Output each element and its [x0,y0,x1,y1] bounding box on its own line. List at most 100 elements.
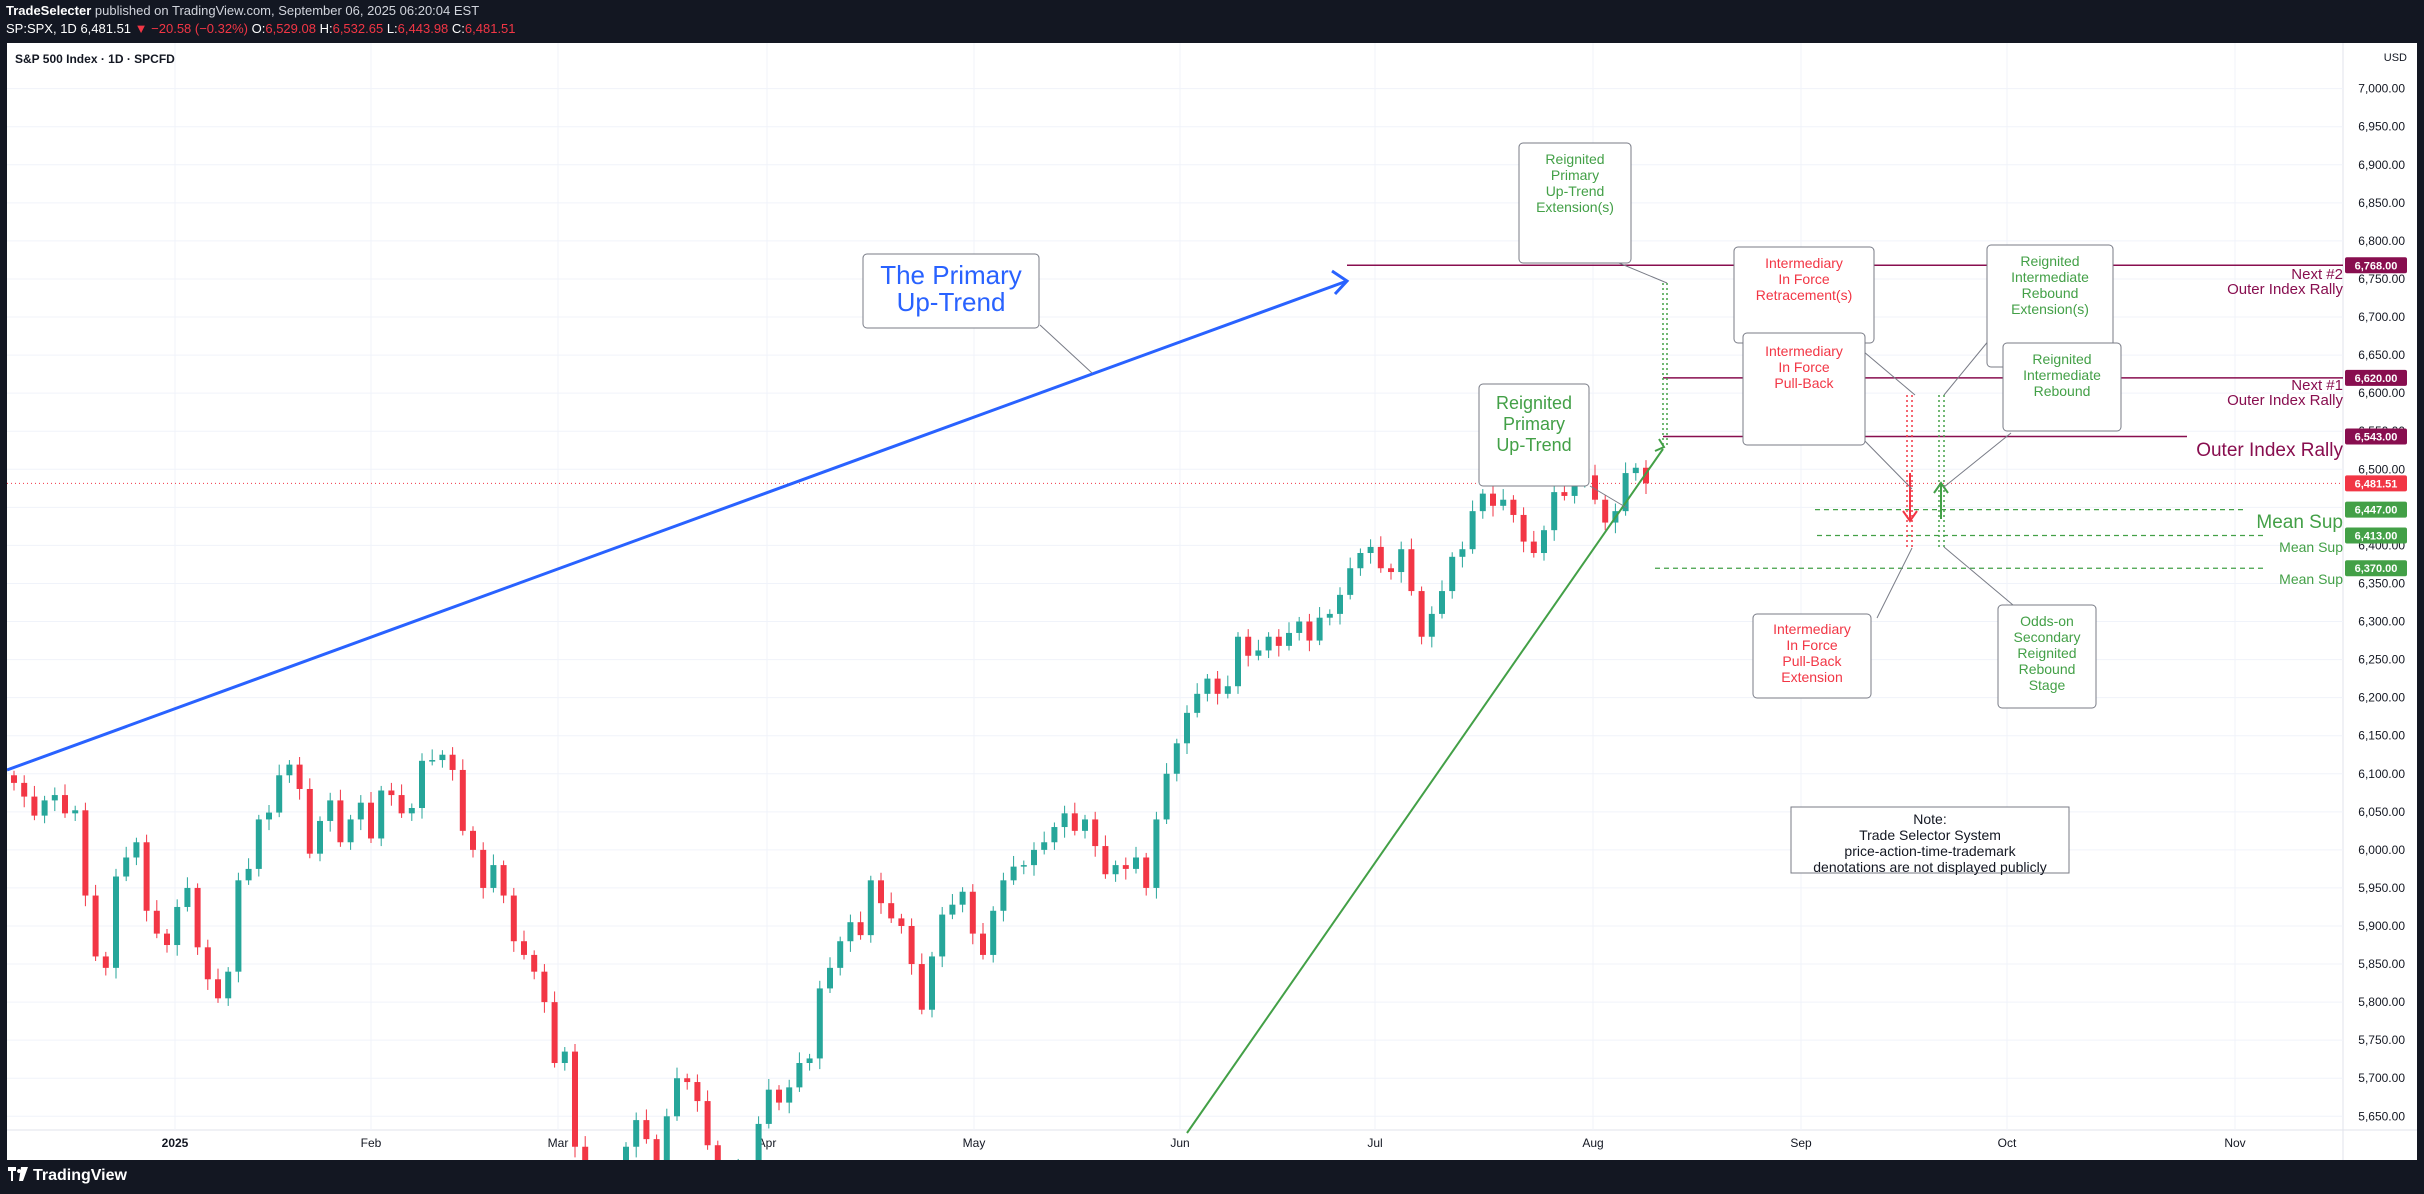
candle-body[interactable] [1367,546,1374,554]
candle-body[interactable] [898,918,905,926]
candle-body[interactable] [1296,621,1303,633]
candle-body[interactable] [327,800,334,821]
candle-body[interactable] [1102,846,1109,875]
candle-body[interactable] [582,1146,589,1160]
candle-body[interactable] [551,1002,558,1064]
candle-body[interactable] [796,1063,803,1088]
candle-body[interactable] [439,754,446,761]
candle-body[interactable] [827,967,833,989]
candle-body[interactable] [153,910,160,934]
note-box[interactable] [1790,806,2070,874]
candle-body[interactable] [561,1051,568,1064]
candle-body[interactable] [623,1146,629,1160]
candle-body[interactable] [1041,842,1048,850]
candle-body[interactable] [1490,493,1496,506]
currency-label[interactable]: USD [2383,52,2407,64]
candle-body[interactable] [194,887,201,948]
candle-body[interactable] [1112,865,1119,875]
candle-body[interactable] [969,891,976,934]
candle-body[interactable] [1602,499,1609,523]
candle-body[interactable] [633,1120,640,1147]
candle-body[interactable] [490,865,497,888]
candle-body[interactable] [286,764,293,776]
candle-body[interactable] [867,880,874,936]
candle-body[interactable] [663,1116,670,1160]
candle-body[interactable] [266,812,272,820]
candle-body[interactable] [1510,499,1517,515]
candle-body[interactable] [41,800,48,816]
candle-body[interactable] [1204,678,1211,694]
candle-body[interactable] [357,802,364,820]
candle-body[interactable] [1479,493,1486,512]
candle-body[interactable] [990,910,997,955]
candle-body[interactable] [888,903,895,919]
candle-body[interactable] [1449,556,1456,592]
candle-body[interactable] [1286,632,1292,646]
candle-body[interactable] [215,979,221,999]
extension-callout[interactable] [1518,142,1632,264]
candle-body[interactable] [419,760,425,809]
candle-body[interactable] [1245,636,1252,656]
candle-body[interactable] [541,971,548,1003]
candle-body[interactable] [21,782,28,797]
candle-body[interactable] [1061,813,1068,828]
candle-body[interactable] [1632,467,1639,474]
candle-body[interactable] [959,891,966,905]
candle-body[interactable] [1306,621,1313,641]
publisher-name[interactable]: TradeSelecter [6,3,92,18]
candle-body[interactable] [1347,568,1354,595]
candle-body[interactable] [1265,636,1272,651]
candle-body[interactable] [225,971,232,999]
candle-body[interactable] [531,954,538,972]
candle-body[interactable] [255,819,262,869]
candle-body[interactable] [102,956,109,968]
candle-body[interactable] [674,1078,680,1117]
candle-body[interactable] [1214,678,1221,694]
candle-body[interactable] [1459,549,1466,557]
candle-body[interactable] [429,760,436,762]
candle-body[interactable] [653,1139,660,1160]
candle-body[interactable] [1398,549,1405,573]
candle-body[interactable] [643,1120,650,1140]
candle-body[interactable] [1428,613,1435,637]
candle-body[interactable] [1000,880,1007,911]
candle-body[interactable] [1530,541,1537,554]
candle-body[interactable] [704,1101,711,1146]
candle-body[interactable] [1418,591,1425,637]
candle-body[interactable] [918,964,925,1010]
candle-body[interactable] [1408,549,1415,592]
candle-body[interactable] [521,941,527,955]
candle-body[interactable] [1224,686,1231,694]
candle-body[interactable] [1031,849,1037,866]
chart-pane[interactable]: S&P 500 Index · 1D · SPCFD USD 7,000.00 6… [7,43,2417,1160]
candle-body[interactable] [1388,568,1394,573]
candle-body[interactable] [133,842,140,858]
candle-body[interactable] [857,922,864,936]
candle-body[interactable] [1551,492,1558,531]
candle-body[interactable] [572,1051,578,1147]
candle-body[interactable] [368,802,374,839]
candle-body[interactable] [113,876,119,968]
candle-body[interactable] [62,795,68,814]
candle-body[interactable] [72,810,79,814]
candle-body[interactable] [1092,819,1099,847]
candle-body[interactable] [1622,473,1629,512]
candle-body[interactable] [1143,857,1150,888]
candle-body[interactable] [1275,636,1282,646]
candle-body[interactable] [143,842,150,911]
tradingview-logo[interactable]: TradingView [8,1167,127,1185]
candle-body[interactable] [306,788,313,854]
candle-body[interactable] [939,914,946,957]
candle-body[interactable] [378,790,385,839]
candle-body[interactable] [459,769,466,831]
candle-body[interactable] [1051,827,1058,843]
candle-body[interactable] [1122,865,1129,869]
reignited-primary-uptrend-line[interactable] [1186,448,1664,1134]
candle-body[interactable] [1153,819,1160,888]
candle-body[interactable] [1520,514,1527,542]
candle-body[interactable] [1326,613,1333,618]
candle-body[interactable] [1173,743,1180,774]
candle-body[interactable] [82,810,89,896]
candle-body[interactable] [398,795,405,814]
candle-body[interactable] [449,754,456,770]
